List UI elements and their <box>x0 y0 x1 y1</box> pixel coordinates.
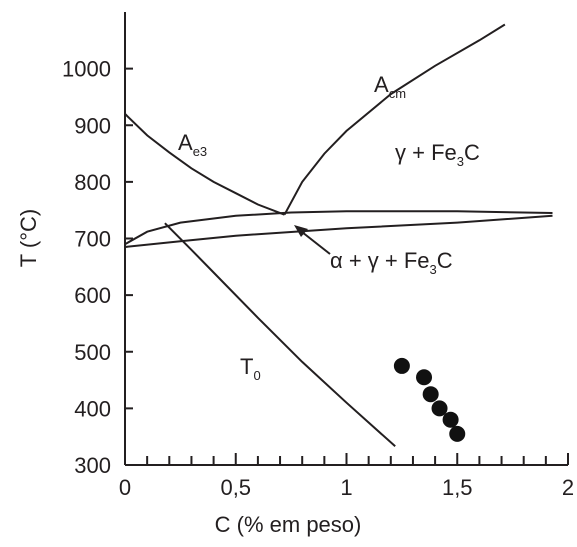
curve <box>283 23 506 216</box>
data-point <box>449 425 466 442</box>
x-tick-label: 0 <box>119 475 131 500</box>
data-point <box>431 400 448 417</box>
annotation-text: C <box>437 248 453 273</box>
curve <box>164 222 396 448</box>
y-tick-label: 300 <box>74 453 111 478</box>
y-tick-label: 400 <box>74 396 111 421</box>
x-tick-label: 2 <box>562 475 574 500</box>
data-point <box>442 411 459 428</box>
subscript: 3 <box>457 154 464 169</box>
subscript: 3 <box>430 262 437 277</box>
data-point <box>422 386 439 403</box>
x-tick-label: 0,5 <box>220 475 251 500</box>
subscript: cm <box>389 86 406 101</box>
x-tick-label: 1 <box>340 475 352 500</box>
curve <box>124 210 553 246</box>
x-tick-label: 1,5 <box>442 475 473 500</box>
annotation: γ + Fe3C <box>395 140 480 169</box>
annotation-text: T <box>240 354 253 379</box>
curve <box>124 214 553 248</box>
curve <box>124 113 285 216</box>
y-tick-label: 900 <box>74 113 111 138</box>
annotation-text: α + γ + Fe <box>330 248 430 273</box>
y-tick-label: 800 <box>74 170 111 195</box>
annotation-text: A <box>374 72 389 97</box>
subscript: 0 <box>253 368 260 383</box>
y-axis-label: T (°C) <box>16 209 41 268</box>
y-tick-label: 500 <box>74 340 111 365</box>
y-tick-label: 600 <box>74 283 111 308</box>
data-point <box>393 357 410 374</box>
y-tick-label: 700 <box>74 227 111 252</box>
annotation-text: A <box>178 130 193 155</box>
data-point <box>416 369 433 386</box>
annotation: T0 <box>240 354 261 383</box>
x-axis-label: C (% em peso) <box>215 512 362 537</box>
subscript: e3 <box>193 144 207 159</box>
annotation: Ae3 <box>178 130 207 159</box>
annotation-text: C <box>464 140 480 165</box>
y-tick-label: 1000 <box>62 57 111 82</box>
annotation: α + γ + Fe3C <box>330 248 453 277</box>
annotation: Acm <box>374 72 406 101</box>
annotation-text: γ + Fe <box>395 140 457 165</box>
